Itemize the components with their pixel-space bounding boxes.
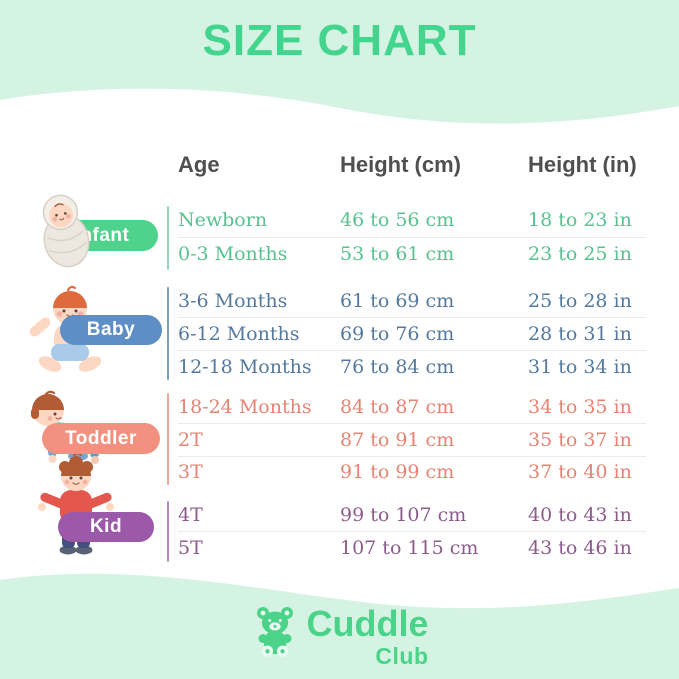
height-in-cell: 35 to 37 in <box>528 429 632 451</box>
column-header-height-in: Height (in) <box>528 152 637 177</box>
group-divider-infant <box>167 206 169 270</box>
row-divider <box>178 531 646 532</box>
column-header-height-cm: Height (cm) <box>340 152 461 177</box>
group-badge-baby: Baby <box>60 315 162 345</box>
height-in-cell: 28 to 31 in <box>528 323 632 345</box>
age-cell: 5T <box>178 537 203 559</box>
row-divider <box>178 317 646 318</box>
group-divider-baby <box>167 287 169 380</box>
brand-name: Cuddle <box>306 603 429 644</box>
group-divider-kid <box>167 501 169 562</box>
page-title: SIZE CHART <box>202 16 477 65</box>
age-cell: 3T <box>178 461 203 483</box>
height-cm-cell: 61 to 69 cm <box>340 290 455 312</box>
age-cell: 6-12 Months <box>178 323 300 345</box>
group-badge-kid: Kid <box>58 512 154 542</box>
brand-subname: Club <box>375 643 429 669</box>
height-in-cell: 18 to 23 in <box>528 209 632 231</box>
height-cm-cell: 76 to 84 cm <box>340 356 455 378</box>
teddy-bear-icon <box>256 607 293 657</box>
kid-illustration <box>38 452 114 555</box>
height-in-cell: 31 to 34 in <box>528 356 632 378</box>
height-in-cell: 25 to 28 in <box>528 290 632 312</box>
row-divider <box>178 237 646 238</box>
height-cm-cell: 53 to 61 cm <box>340 243 455 265</box>
age-cell: 3-6 Months <box>178 290 288 312</box>
height-in-cell: 37 to 40 in <box>528 461 632 483</box>
age-cell: Newborn <box>178 209 268 231</box>
height-cm-cell: 46 to 56 cm <box>340 209 455 231</box>
column-header-age: Age <box>178 152 220 177</box>
row-divider <box>178 423 646 424</box>
row-divider <box>178 456 646 457</box>
height-cm-cell: 91 to 99 cm <box>340 461 455 483</box>
height-in-cell: 34 to 35 in <box>528 396 632 418</box>
group-badge-toddler: Toddler <box>42 423 160 454</box>
height-in-cell: 43 to 46 in <box>528 537 632 559</box>
infant-illustration <box>42 194 90 268</box>
height-cm-cell: 69 to 76 cm <box>340 323 455 345</box>
height-in-cell: 23 to 25 in <box>528 243 632 265</box>
height-in-cell: 40 to 43 in <box>528 504 632 526</box>
age-cell: 18-24 Months <box>178 396 312 418</box>
height-cm-cell: 99 to 107 cm <box>340 504 467 526</box>
row-divider <box>178 350 646 351</box>
age-cell: 4T <box>178 504 203 526</box>
age-cell: 0-3 Months <box>178 243 288 265</box>
height-cm-cell: 87 to 91 cm <box>340 429 455 451</box>
height-cm-cell: 107 to 115 cm <box>340 537 479 559</box>
brand-logo: Cuddle Club <box>0 604 679 668</box>
group-divider-toddler <box>167 393 169 485</box>
age-cell: 2T <box>178 429 203 451</box>
age-cell: 12-18 Months <box>178 356 312 378</box>
height-cm-cell: 84 to 87 cm <box>340 396 455 418</box>
